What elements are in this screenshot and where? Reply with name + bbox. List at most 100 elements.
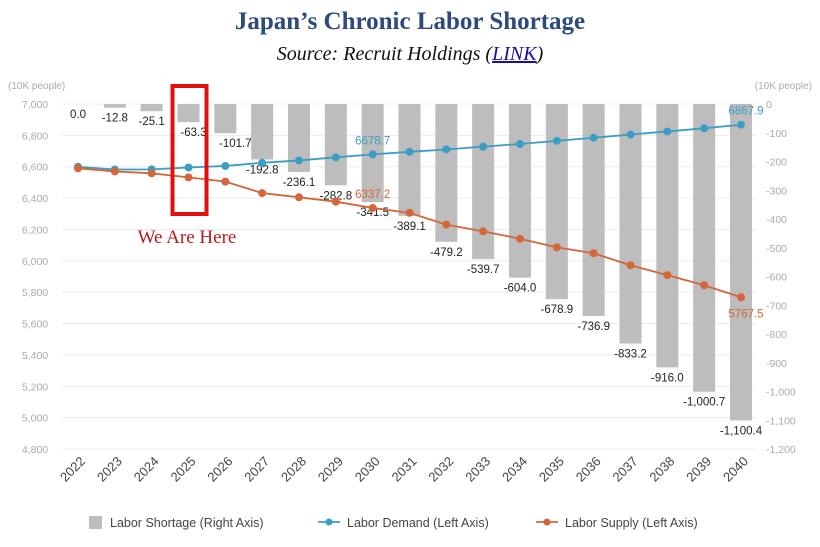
shortage-data-label: -101.7: [219, 138, 252, 150]
shortage-data-label: -1,100.4: [720, 425, 763, 437]
shortage-bar: [472, 104, 495, 260]
shortage-data-label: -604.0: [504, 283, 537, 295]
shortage-bar: [545, 104, 568, 300]
shortage-bar: [251, 104, 274, 160]
demand-point: [626, 130, 635, 139]
demand-point: [663, 127, 672, 136]
shortage-bar: [656, 104, 679, 368]
demand-point: [589, 133, 598, 142]
left-tick-label: 5,200: [22, 381, 48, 393]
supply-point: [442, 220, 451, 229]
x-tick-label: 2030: [352, 454, 383, 485]
left-tick-label: 7,000: [22, 99, 48, 111]
right-tick-label: -100: [766, 128, 787, 140]
supply-point: [626, 261, 635, 270]
right-axis-unit: (10K people): [755, 81, 812, 92]
right-tick-label: -1,100: [766, 415, 796, 427]
right-tick-label: -300: [766, 185, 787, 197]
x-tick-label: 2036: [573, 454, 604, 485]
demand-point: [516, 139, 524, 148]
shortage-bar: [324, 104, 347, 186]
right-tick-label: -600: [766, 272, 787, 284]
shortage-bar: [730, 104, 752, 421]
x-tick-label: 2033: [462, 454, 493, 485]
demand-data-label: 6867.9: [728, 106, 763, 118]
left-tick-label: 5,600: [22, 319, 48, 331]
legend-demand-marker: [325, 518, 333, 526]
x-tick-label: 2026: [204, 454, 235, 485]
supply-point: [184, 173, 193, 182]
shortage-data-label: -12.8: [102, 113, 128, 125]
x-tick-label: 2028: [278, 454, 309, 485]
supply-point: [331, 197, 340, 206]
left-tick-label: 5,800: [22, 287, 48, 299]
supply-point: [110, 167, 119, 176]
legend-supply-label: Labor Supply (Left Axis): [565, 516, 698, 530]
shortage-bar: [582, 104, 605, 316]
shortage-data-label: -282.8: [320, 190, 353, 202]
right-tick-label: -1,000: [766, 387, 796, 399]
shortage-bar: [288, 104, 310, 172]
x-tick-label: 2032: [425, 454, 456, 485]
supply-point: [589, 249, 598, 258]
shortage-data-label: -389.1: [393, 221, 426, 233]
left-tick-label: 6,800: [22, 130, 48, 142]
left-tick-label: 5,000: [22, 413, 48, 425]
we-are-here-box: [170, 84, 209, 216]
supply-point: [552, 243, 561, 252]
supply-point: [479, 227, 488, 236]
shortage-bar: [693, 104, 716, 392]
left-axis-unit: (10K people): [8, 81, 65, 92]
supply-point: [737, 293, 745, 302]
right-tick-label: -700: [766, 300, 787, 312]
shortage-data-label: -25.1: [139, 116, 165, 128]
demand-point: [258, 158, 267, 167]
x-tick-label: 2025: [168, 454, 199, 485]
left-tick-label: 6,600: [22, 162, 48, 174]
x-tick-label: 2037: [610, 454, 641, 485]
demand-data-label: 6678.7: [355, 135, 390, 147]
supply-point: [258, 189, 267, 198]
demand-point: [331, 153, 340, 162]
supply-point: [74, 164, 82, 173]
right-tick-label: -200: [766, 157, 787, 169]
shortage-data-label: -916.0: [651, 372, 684, 384]
shortage-bar: [619, 104, 642, 344]
legend-shortage-label: Labor Shortage (Right Axis): [110, 516, 264, 530]
left-tick-label: 6,000: [22, 256, 48, 268]
shortage-bar: [214, 104, 237, 134]
x-tick-label: 2031: [389, 454, 420, 485]
shortage-data-label: 0.0: [70, 109, 86, 121]
left-tick-label: 4,800: [22, 444, 48, 456]
right-tick-label: -900: [766, 358, 787, 370]
demand-point: [479, 142, 488, 151]
x-tick-label: 2024: [131, 454, 162, 485]
shortage-data-label: -63.3: [180, 127, 206, 139]
shortage-bar: [103, 104, 126, 108]
demand-point: [405, 147, 414, 156]
demand-point: [184, 163, 193, 172]
shortage-data-label: -539.7: [467, 264, 500, 276]
legend-supply-marker: [543, 518, 551, 526]
supply-data-label: 5767.5: [728, 308, 763, 320]
we-are-here-label: We Are Here: [138, 227, 237, 248]
shortage-data-label: -341.5: [356, 207, 389, 219]
supply-point: [663, 271, 672, 280]
x-tick-label: 2038: [646, 454, 677, 485]
shortage-data-label: -678.9: [541, 304, 574, 316]
x-tick-label: 2023: [94, 454, 125, 485]
legend-shortage-swatch: [89, 516, 102, 529]
subtitle-text-end: ): [536, 43, 544, 65]
x-tick-label: 2029: [315, 454, 346, 485]
source-link[interactable]: LINK: [492, 43, 537, 65]
shortage-data-label: -736.9: [577, 321, 610, 333]
demand-point: [368, 150, 377, 159]
shortage-bar: [435, 104, 458, 242]
supply-point: [147, 169, 156, 178]
demand-point: [737, 120, 745, 129]
shortage-bar: [177, 104, 200, 123]
supply-point: [516, 234, 524, 243]
left-tick-label: 5,400: [22, 350, 48, 362]
left-tick-label: 6,200: [22, 224, 48, 236]
